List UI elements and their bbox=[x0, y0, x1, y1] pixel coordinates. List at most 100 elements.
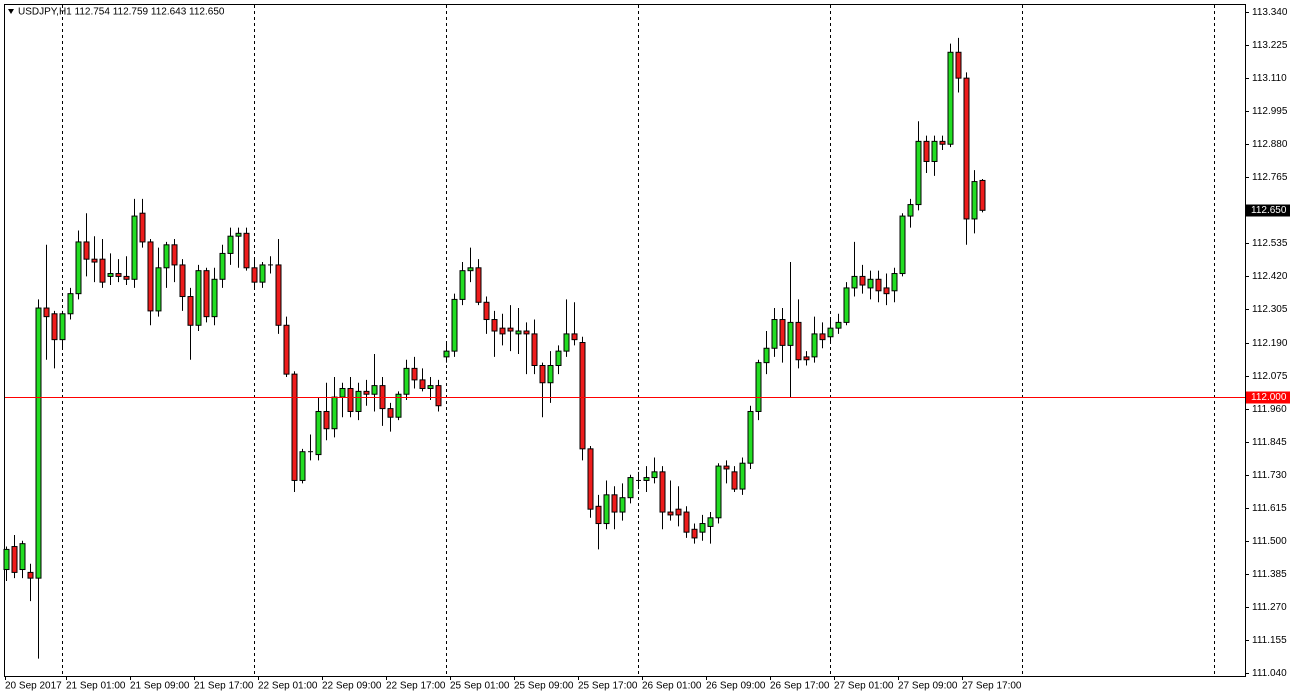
candle-body bbox=[571, 333, 578, 341]
candle-body bbox=[27, 571, 34, 579]
candle-body bbox=[483, 301, 490, 321]
candle-body bbox=[507, 327, 514, 332]
candle-body bbox=[299, 451, 306, 481]
candle-body bbox=[171, 244, 178, 266]
candle-body bbox=[563, 333, 570, 352]
candle-body bbox=[763, 347, 770, 364]
y-tick-label: 111.615 bbox=[1252, 503, 1287, 514]
candle-body bbox=[443, 350, 450, 358]
plot-frame bbox=[4, 4, 1246, 677]
candle-body bbox=[819, 333, 826, 341]
candle-body bbox=[787, 321, 794, 346]
candle-body bbox=[723, 465, 730, 470]
candle-body bbox=[683, 511, 690, 533]
candle-body bbox=[459, 270, 466, 300]
price-level-box bbox=[1246, 391, 1290, 404]
y-tick-label: 112.995 bbox=[1252, 106, 1288, 117]
candle-body bbox=[531, 333, 538, 367]
candle-body bbox=[627, 477, 634, 499]
candle-body bbox=[547, 365, 554, 384]
candle-body bbox=[323, 410, 330, 430]
candle-body bbox=[731, 471, 738, 490]
candle-body bbox=[555, 350, 562, 367]
candle-body bbox=[227, 235, 234, 254]
x-tick-label: 22 Sep 09:00 bbox=[322, 681, 382, 692]
candle-body bbox=[939, 140, 946, 145]
candle-body bbox=[163, 244, 170, 269]
candle-body bbox=[387, 408, 394, 418]
candle-body bbox=[539, 365, 546, 384]
candle-body bbox=[11, 546, 18, 573]
x-tick-label: 27 Sep 09:00 bbox=[898, 681, 958, 692]
x-tick-label: 25 Sep 01:00 bbox=[450, 681, 510, 692]
candle-body bbox=[283, 324, 290, 375]
candle-body bbox=[179, 264, 186, 298]
candle-body bbox=[523, 330, 530, 335]
candle-body bbox=[219, 252, 226, 280]
x-tick-label: 21 Sep 01:00 bbox=[66, 681, 126, 692]
candle-body bbox=[595, 505, 602, 525]
candle-body bbox=[843, 287, 850, 323]
candle-body bbox=[291, 373, 298, 481]
candle-body bbox=[451, 298, 458, 352]
candle-body bbox=[331, 396, 338, 430]
candle-body bbox=[603, 494, 610, 525]
candle-body bbox=[859, 275, 866, 286]
candle-body bbox=[371, 385, 378, 395]
candle-body bbox=[979, 179, 986, 211]
x-tick-label: 21 Sep 17:00 bbox=[194, 681, 254, 692]
candle-body bbox=[915, 140, 922, 206]
y-tick-label: 111.040 bbox=[1252, 668, 1287, 679]
candle-body bbox=[195, 270, 202, 326]
candle-body bbox=[347, 387, 354, 412]
candle-body bbox=[395, 393, 402, 418]
candle-body bbox=[155, 267, 162, 312]
last-price-box bbox=[1246, 204, 1290, 217]
candle-body bbox=[923, 140, 930, 162]
candle-body bbox=[363, 390, 370, 395]
candle-body bbox=[955, 51, 962, 79]
candle-body bbox=[883, 287, 890, 295]
y-tick-label: 112.535 bbox=[1252, 238, 1288, 249]
candle-body bbox=[67, 293, 74, 315]
y-tick-label: 112.880 bbox=[1252, 139, 1288, 150]
candle-body bbox=[427, 385, 434, 389]
candle-body bbox=[147, 241, 154, 312]
candle-body bbox=[131, 215, 138, 280]
candle-body bbox=[971, 181, 978, 220]
x-tick-label: 26 Sep 09:00 bbox=[706, 681, 766, 692]
x-tick-label: 20 Sep 2017 bbox=[5, 681, 62, 692]
candle-body bbox=[803, 356, 810, 361]
candle-body bbox=[851, 275, 858, 289]
candle-body bbox=[659, 471, 666, 513]
candle-body bbox=[123, 275, 130, 280]
candle-body bbox=[43, 307, 50, 318]
candle-body bbox=[411, 367, 418, 381]
candle-body bbox=[675, 508, 682, 516]
x-tick-label: 27 Sep 17:00 bbox=[962, 681, 1022, 692]
candle-body bbox=[899, 215, 906, 275]
candle-body bbox=[947, 51, 954, 145]
candle-body bbox=[435, 385, 442, 407]
candle-body bbox=[835, 321, 842, 329]
candle-body bbox=[91, 258, 98, 263]
x-tick-label: 27 Sep 01:00 bbox=[834, 681, 894, 692]
candle-body bbox=[739, 462, 746, 490]
candle-body bbox=[691, 528, 698, 539]
candle-body bbox=[811, 333, 818, 358]
candle-body bbox=[355, 390, 362, 412]
candle-body bbox=[667, 511, 674, 516]
candle-body bbox=[491, 319, 498, 332]
candle-body bbox=[931, 140, 938, 162]
candle-body bbox=[611, 494, 618, 513]
menu-triangle[interactable] bbox=[8, 9, 14, 14]
candle-body bbox=[795, 321, 802, 361]
candle-body bbox=[715, 465, 722, 519]
price-level-label: 112.000 bbox=[1251, 392, 1287, 403]
y-tick-label: 111.270 bbox=[1252, 602, 1287, 613]
x-tick-label: 22 Sep 01:00 bbox=[258, 681, 318, 692]
candle-body bbox=[203, 270, 210, 318]
candle-body bbox=[699, 523, 706, 533]
candle-body bbox=[251, 267, 258, 283]
